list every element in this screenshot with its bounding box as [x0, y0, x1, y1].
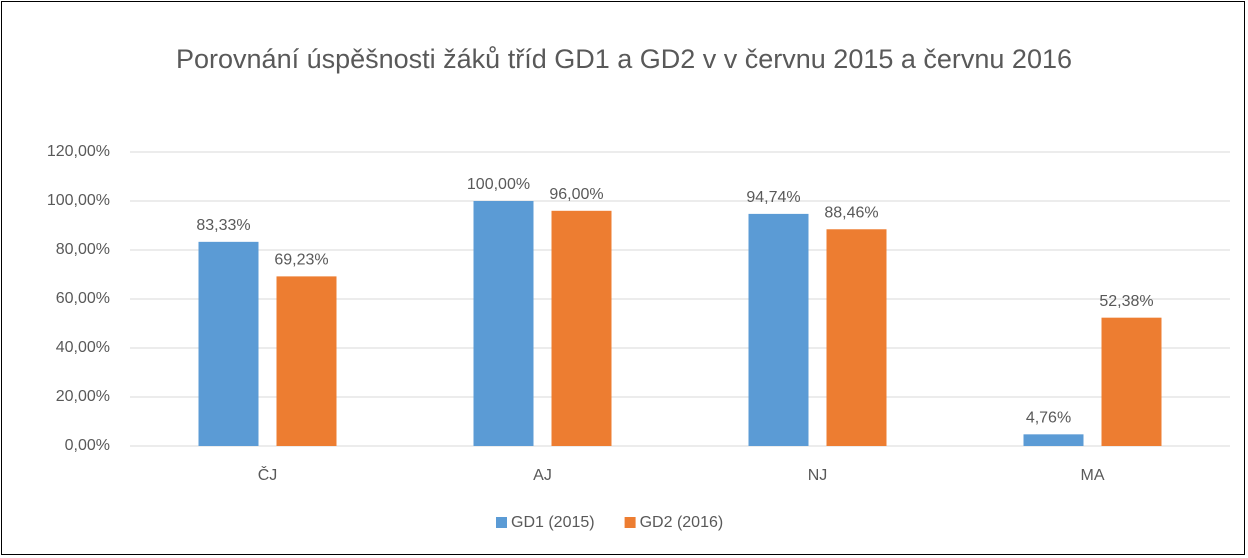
- data-label: 52,38%: [1099, 293, 1153, 310]
- data-label: 100,00%: [467, 176, 530, 193]
- y-tick-label: 20,00%: [56, 388, 110, 405]
- bar: [276, 276, 337, 446]
- y-tick-label: 120,00%: [47, 143, 110, 160]
- y-tick-label: 40,00%: [56, 339, 110, 356]
- data-label: 96,00%: [549, 186, 603, 203]
- legend-label: GD2 (2016): [640, 514, 724, 531]
- data-label: 94,74%: [746, 189, 800, 206]
- data-label: 83,33%: [196, 217, 250, 234]
- data-label: 69,23%: [274, 252, 328, 269]
- y-tick-label: 80,00%: [56, 241, 110, 258]
- legend-swatch: [624, 517, 636, 528]
- legend-label: GD1 (2015): [511, 514, 595, 531]
- data-label: 88,46%: [824, 204, 878, 221]
- bar: [473, 201, 534, 446]
- x-tick-label: NJ: [808, 467, 828, 484]
- bar: [748, 213, 809, 446]
- bar: [551, 210, 612, 446]
- data-label: 4,76%: [1026, 410, 1071, 427]
- bar: [826, 229, 887, 446]
- x-tick-label: ČJ: [258, 465, 278, 484]
- legend-swatch: [496, 517, 507, 528]
- bar: [1023, 434, 1084, 446]
- y-tick-label: 60,00%: [56, 290, 110, 307]
- x-tick-label: MA: [1081, 467, 1105, 484]
- y-tick-label: 0,00%: [65, 437, 110, 454]
- bar: [1101, 317, 1162, 446]
- x-tick-label: AJ: [533, 467, 552, 484]
- y-tick-label: 100,00%: [47, 192, 110, 209]
- bar: [198, 241, 259, 446]
- chart-title: Porovnání úspěšnosti žáků tříd GD1 a GD2…: [176, 44, 1072, 74]
